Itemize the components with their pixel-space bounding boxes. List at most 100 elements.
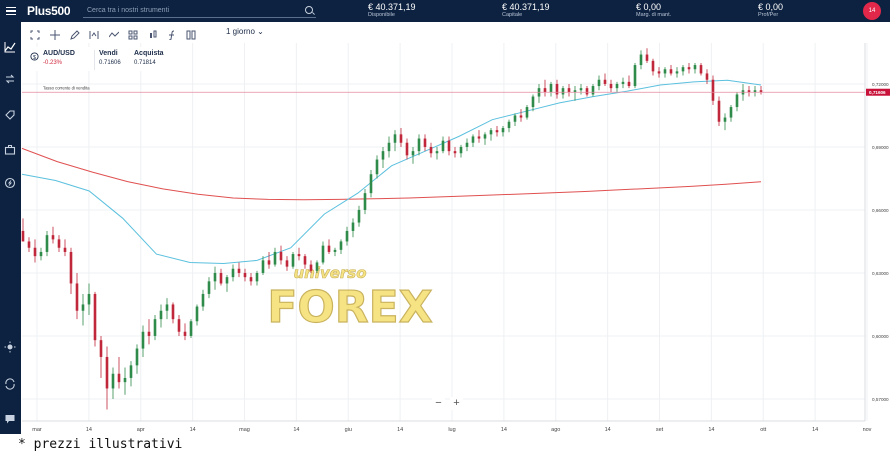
- candle-body: [357, 209, 361, 223]
- draw-icon[interactable]: [70, 27, 80, 40]
- candle-body: [525, 107, 529, 118]
- candle-body: [231, 268, 235, 278]
- divider: [94, 50, 95, 70]
- y-tick-label: 0,72000: [872, 82, 889, 87]
- search-icon[interactable]: [305, 6, 313, 14]
- candle-body: [717, 100, 721, 122]
- top-bar: Plus500 Cerca tra i nostri strumenti € 4…: [0, 0, 890, 22]
- moving-average-short: [21, 79, 762, 265]
- briefcase-icon[interactable]: [3, 143, 17, 157]
- sell-price[interactable]: 0.71606: [99, 60, 121, 66]
- candle-body: [747, 90, 751, 93]
- stat-value: € 0,00: [758, 2, 784, 12]
- stat-available: € 40.371,19 Disponibile: [368, 2, 416, 19]
- x-tick-label: 14: [293, 427, 299, 433]
- candle-body: [729, 107, 733, 118]
- brightness-icon[interactable]: [3, 340, 17, 354]
- x-tick-label: 14: [708, 427, 714, 433]
- candle-body: [615, 83, 619, 89]
- notification-badge[interactable]: 14: [863, 2, 881, 20]
- candle-body: [105, 356, 109, 389]
- candle-body: [723, 117, 727, 122]
- candle-body: [51, 235, 55, 240]
- candle-body: [111, 373, 115, 389]
- current-price-tag: 0,71606: [869, 90, 886, 95]
- candles-icon[interactable]: [148, 27, 158, 38]
- chart-icon[interactable]: [3, 40, 17, 54]
- x-tick-label: giu: [345, 427, 352, 433]
- candle-body: [39, 251, 43, 257]
- candle-body: [393, 134, 397, 143]
- columns-icon[interactable]: [186, 27, 196, 40]
- candle-body: [45, 235, 49, 252]
- candle-body: [687, 67, 691, 70]
- x-tick-label: ott: [760, 427, 767, 433]
- function-icon[interactable]: [167, 27, 177, 41]
- y-tick-label: 0,69000: [872, 145, 889, 150]
- footnote: * prezzi illustrativi: [18, 437, 183, 452]
- switch-icon[interactable]: [3, 377, 17, 391]
- stat-label: Marg. di mant.: [636, 12, 672, 18]
- candle-body: [183, 331, 187, 336]
- candle-body: [681, 67, 685, 72]
- crosshair-icon[interactable]: [50, 27, 60, 40]
- current-price: Tasso corrente di vendita 0,71606: [22, 86, 890, 96]
- exchange-icon[interactable]: [3, 72, 17, 86]
- candle-body: [447, 140, 451, 152]
- candle-body: [471, 136, 475, 143]
- search-input[interactable]: Cerca tra i nostri strumenti: [83, 3, 316, 18]
- candle-body: [135, 348, 139, 366]
- candle-body: [405, 142, 409, 156]
- stat-capital: € 40.371,19 Capitale: [502, 2, 550, 19]
- axes: mar 14 apr 14 mag 14 giu 14 lug 14 ago 14 set 14 ott 14…: [22, 43, 889, 433]
- zoom-out-button[interactable]: −: [432, 397, 445, 410]
- x-tick-label: 14: [812, 427, 818, 433]
- candle-body: [735, 94, 739, 108]
- candle-body: [237, 268, 241, 273]
- x-tick-label: lug: [448, 427, 455, 433]
- candle-body: [759, 90, 763, 93]
- candle-body: [603, 79, 607, 84]
- candle-body: [633, 65, 637, 87]
- instrument-panel[interactable]: $ AUD/USD -0.23% Vendi 0.71606 Acquista …: [30, 47, 164, 71]
- buy-price[interactable]: 0.71814: [134, 60, 156, 66]
- line-chart-icon[interactable]: [108, 27, 120, 38]
- indicators-icon[interactable]: [89, 27, 99, 39]
- candle-body: [99, 340, 103, 357]
- watermark-line1: universo: [293, 264, 366, 282]
- candle-body: [207, 281, 211, 294]
- x-tick-label: ago: [551, 427, 560, 433]
- candle-body: [417, 138, 421, 152]
- funds-icon[interactable]: [3, 176, 17, 190]
- candle-body: [567, 88, 571, 93]
- candle-body: [753, 90, 757, 93]
- stat-value: € 0,00: [636, 2, 662, 12]
- stat-profit: € 0,00 Prof/Per: [758, 2, 783, 19]
- fullscreen-icon[interactable]: [30, 27, 40, 40]
- candle-body: [597, 79, 601, 87]
- info-icon[interactable]: $: [30, 52, 39, 61]
- x-tick-label: 14: [397, 427, 403, 433]
- candle-body: [363, 193, 367, 210]
- chat-icon[interactable]: [3, 412, 17, 426]
- candle-body: [285, 260, 289, 267]
- candle-body: [609, 83, 613, 89]
- candle-body: [381, 151, 385, 160]
- tag-icon[interactable]: [3, 108, 17, 122]
- current-price-label: Tasso corrente di vendita: [43, 86, 90, 91]
- candle-body: [225, 277, 229, 284]
- candle-body: [453, 151, 457, 154]
- candle-body: [255, 272, 259, 282]
- zoom-in-button[interactable]: +: [450, 397, 463, 410]
- candle-body: [33, 247, 37, 257]
- candle-body: [399, 134, 403, 143]
- candle-body: [123, 377, 127, 383]
- candle-body: [675, 71, 679, 74]
- candle-body: [21, 230, 25, 242]
- grid-icon[interactable]: [128, 27, 138, 40]
- menu-icon[interactable]: [0, 0, 21, 22]
- candle-body: [93, 293, 97, 341]
- period-selector[interactable]: 1 giorno ⌄: [226, 27, 264, 36]
- search-placeholder: Cerca tra i nostri strumenti: [87, 7, 170, 14]
